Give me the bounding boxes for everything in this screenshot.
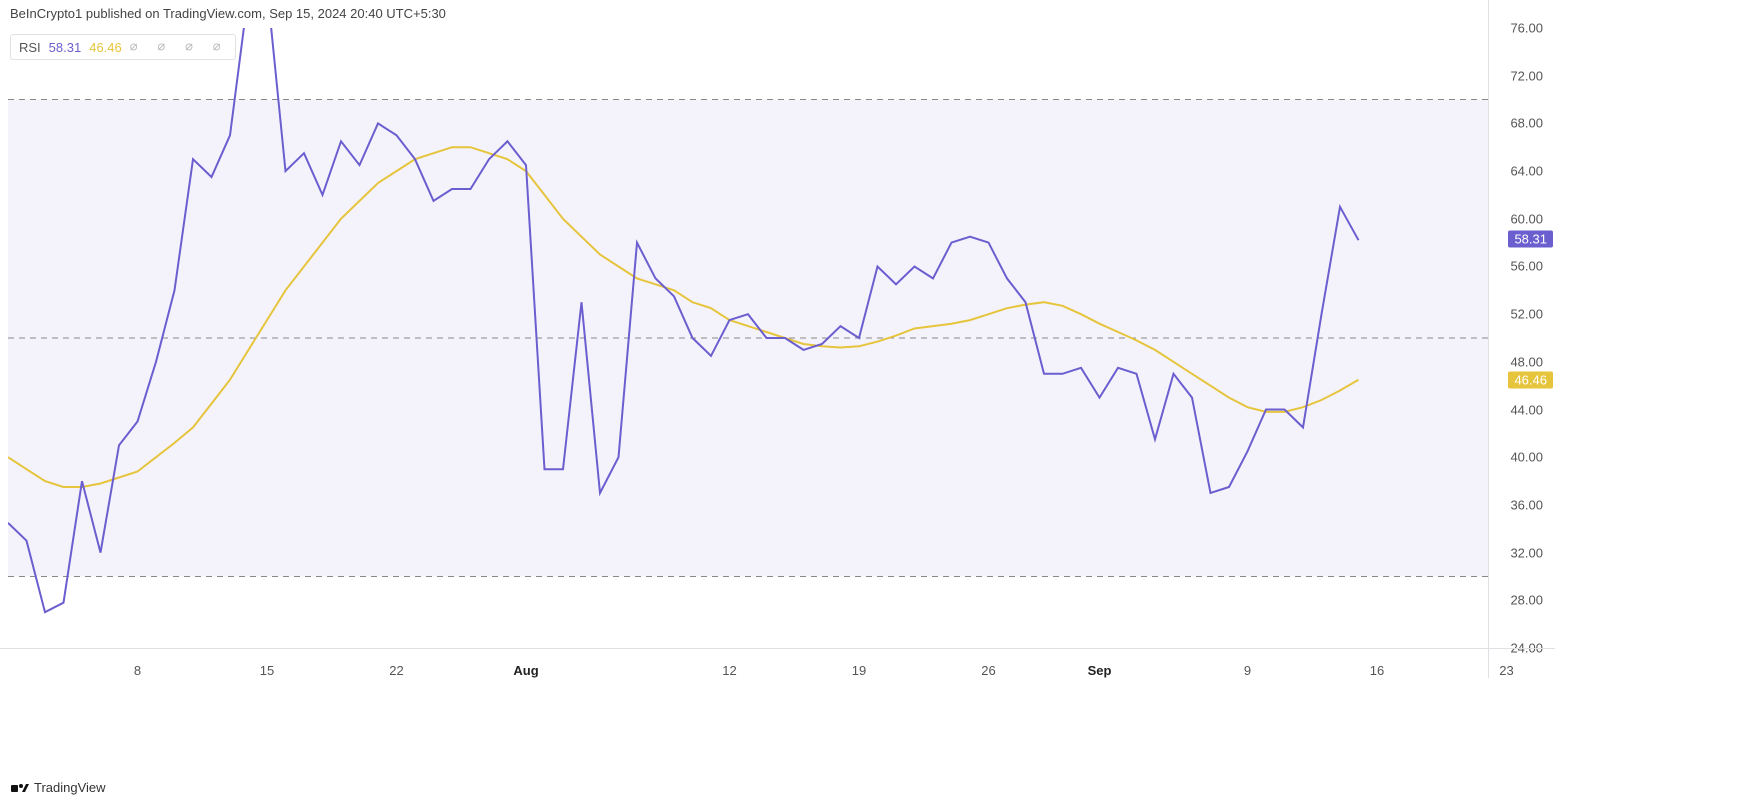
axis-separator-vertical — [1488, 0, 1489, 678]
y-tick-label: 36.00 — [1510, 497, 1543, 512]
y-tick-label: 52.00 — [1510, 307, 1543, 322]
y-tick-label: 60.00 — [1510, 211, 1543, 226]
y-tick-label: 32.00 — [1510, 545, 1543, 560]
x-tick-label: 26 — [981, 663, 995, 678]
y-axis: 24.0028.0032.0036.0040.0044.0048.0052.00… — [1488, 28, 1555, 648]
x-tick-label: Sep — [1088, 663, 1112, 678]
tradingview-brand-text: TradingView — [34, 780, 106, 795]
y-price-badge: 58.31 — [1508, 230, 1553, 247]
x-tick-label: 22 — [389, 663, 403, 678]
axis-separator-horizontal — [0, 648, 1555, 649]
y-price-badge: 46.46 — [1508, 372, 1553, 389]
plot-area[interactable] — [8, 28, 1488, 648]
tradingview-logo[interactable]: TradingView — [10, 780, 106, 795]
y-tick-label: 44.00 — [1510, 402, 1543, 417]
y-tick-label: 40.00 — [1510, 450, 1543, 465]
tradingview-icon — [10, 781, 30, 795]
x-tick-label: 23 — [1499, 663, 1513, 678]
publish-header: BeInCrypto1 published on TradingView.com… — [0, 0, 456, 30]
x-tick-label: 15 — [260, 663, 274, 678]
y-tick-label: 68.00 — [1510, 116, 1543, 131]
x-tick-label: 12 — [722, 663, 736, 678]
publish-text: BeInCrypto1 published on TradingView.com… — [10, 6, 446, 21]
x-tick-label: 16 — [1370, 663, 1384, 678]
y-tick-label: 28.00 — [1510, 593, 1543, 608]
y-tick-label: 72.00 — [1510, 68, 1543, 83]
y-tick-label: 48.00 — [1510, 354, 1543, 369]
y-tick-label: 64.00 — [1510, 164, 1543, 179]
y-tick-label: 56.00 — [1510, 259, 1543, 274]
tradingview-rsi-chart: BeInCrypto1 published on TradingView.com… — [0, 0, 1755, 803]
x-axis: 81522Aug121926Sep91623 — [8, 648, 1488, 678]
x-tick-label: Aug — [513, 663, 538, 678]
y-tick-label: 76.00 — [1510, 21, 1543, 36]
x-tick-label: 8 — [134, 663, 141, 678]
x-tick-label: 9 — [1244, 663, 1251, 678]
x-tick-label: 19 — [852, 663, 866, 678]
